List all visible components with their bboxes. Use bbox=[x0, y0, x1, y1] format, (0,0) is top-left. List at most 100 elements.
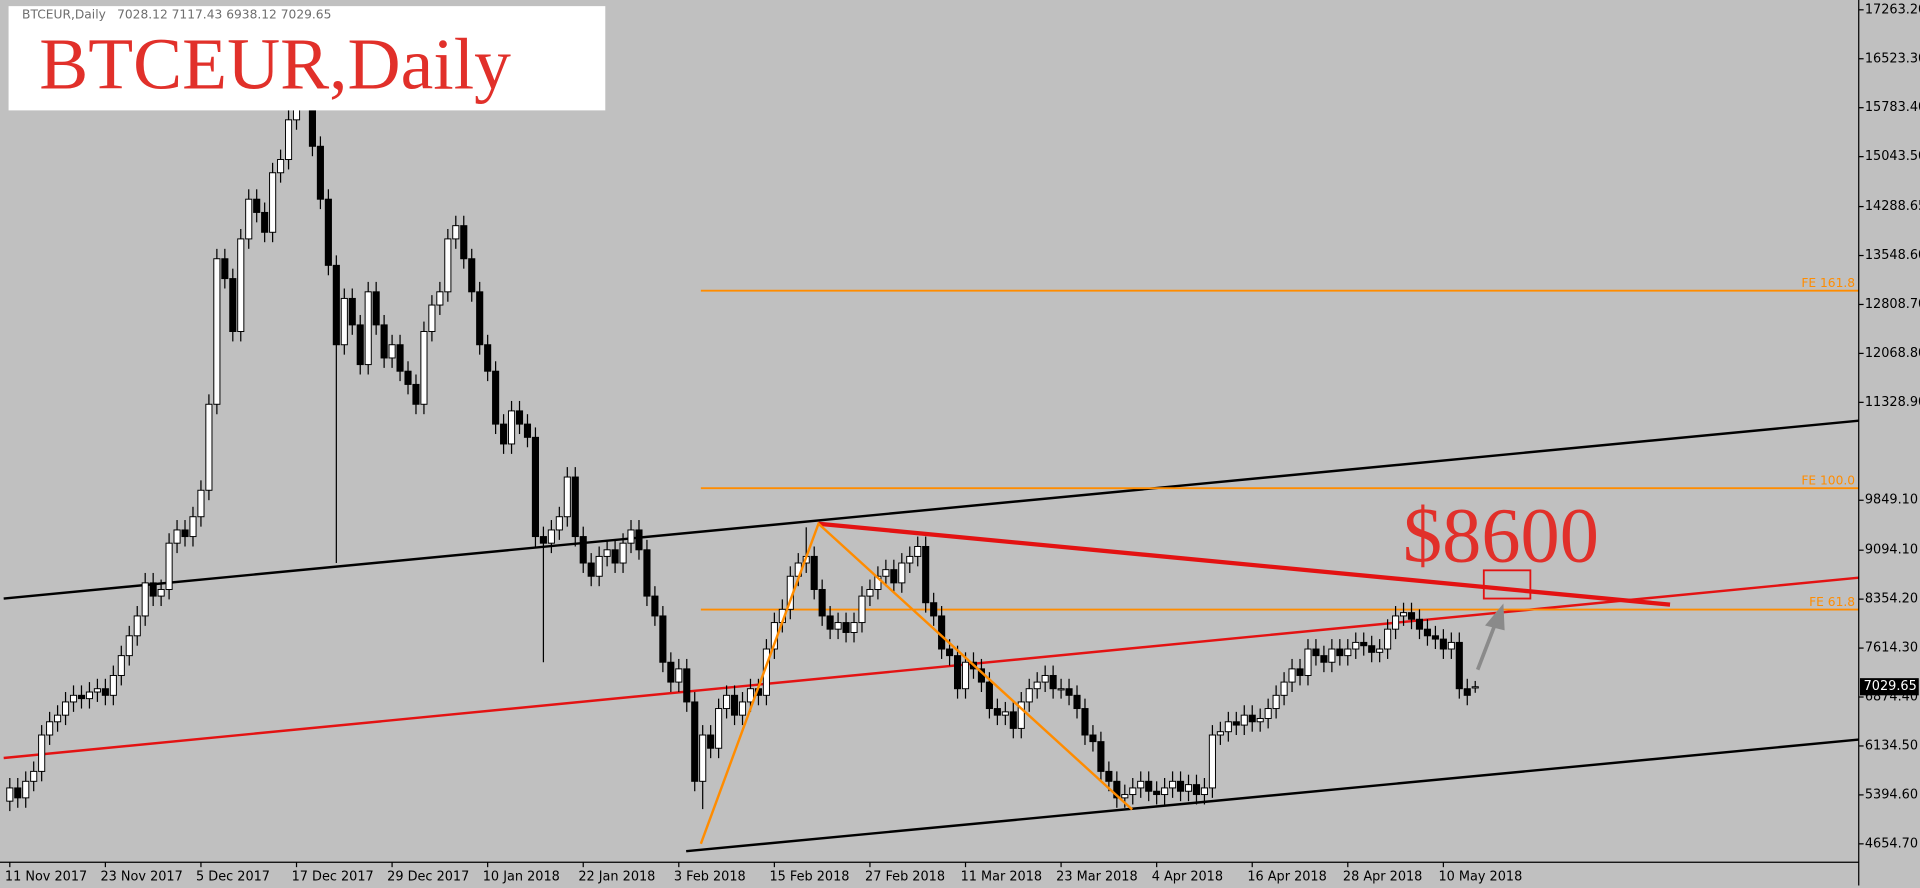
candle-body bbox=[1200, 787, 1208, 796]
candle-body bbox=[364, 291, 372, 366]
target-label: $8600 bbox=[1403, 492, 1599, 579]
candle-body bbox=[1336, 648, 1344, 657]
candle-body bbox=[1455, 641, 1463, 690]
candle-body bbox=[1121, 794, 1129, 799]
candle-body bbox=[1192, 784, 1201, 796]
candle-body bbox=[157, 588, 165, 597]
header-low: 6938.12 bbox=[226, 7, 277, 21]
candle-body bbox=[587, 562, 595, 577]
y-tick-label: 12068.80 bbox=[1865, 346, 1920, 361]
price-tag bbox=[1859, 678, 1919, 696]
candle-body bbox=[141, 582, 149, 617]
y-tick-label: 9094.10 bbox=[1865, 543, 1918, 558]
candle-body bbox=[1376, 648, 1384, 653]
candle-body bbox=[269, 172, 277, 233]
x-tick-label: 27 Feb 2018 bbox=[865, 870, 945, 885]
candle-body bbox=[1216, 731, 1224, 736]
candle-body bbox=[1208, 734, 1216, 789]
y-tick-label: 8354.20 bbox=[1865, 592, 1918, 607]
candle-body bbox=[675, 668, 683, 683]
candle-body bbox=[221, 258, 229, 280]
resistance-line bbox=[818, 521, 1671, 607]
candle-body bbox=[1184, 784, 1193, 792]
candle-body bbox=[1415, 618, 1424, 630]
candle-body bbox=[1081, 708, 1089, 736]
candle-body bbox=[946, 648, 954, 657]
candle-body bbox=[420, 331, 428, 405]
candle-body bbox=[850, 622, 858, 633]
candle-body bbox=[468, 258, 476, 293]
candle-body bbox=[1041, 674, 1049, 683]
candle-body bbox=[515, 410, 524, 425]
arrow-head bbox=[1485, 603, 1505, 631]
header-open: 7028.12 bbox=[117, 7, 168, 21]
candle-body bbox=[834, 622, 842, 630]
candle-body bbox=[1320, 655, 1328, 663]
candle-body bbox=[890, 569, 898, 584]
candle-body bbox=[563, 476, 571, 518]
candle-body bbox=[1344, 648, 1352, 657]
candle-body bbox=[643, 549, 651, 597]
candle-body bbox=[842, 622, 850, 633]
candle-body bbox=[619, 542, 627, 564]
candle-body bbox=[1129, 787, 1137, 796]
candle-body bbox=[683, 668, 691, 703]
candle-body bbox=[356, 324, 364, 366]
candle-body bbox=[396, 344, 404, 372]
candle-body bbox=[1439, 638, 1447, 650]
candle-body bbox=[730, 694, 739, 716]
candle-body bbox=[531, 436, 539, 538]
x-tick-label: 4 Apr 2018 bbox=[1152, 870, 1223, 885]
y-tick-label: 5394.60 bbox=[1865, 787, 1918, 802]
candle-body bbox=[635, 529, 643, 551]
candle-body bbox=[603, 549, 611, 557]
candle-body bbox=[930, 602, 938, 617]
candle-body bbox=[818, 588, 826, 617]
candle-body bbox=[1407, 612, 1416, 620]
candle-body bbox=[627, 529, 635, 544]
candle-body bbox=[77, 694, 86, 700]
candle-body bbox=[1113, 780, 1121, 799]
candle-body bbox=[245, 198, 253, 240]
candle-body bbox=[707, 734, 715, 749]
price-axis bbox=[1858, 0, 1920, 888]
fib-label: FE 61.8 bbox=[1809, 595, 1855, 609]
candle-body bbox=[500, 423, 508, 445]
candle-body bbox=[1256, 717, 1264, 723]
candle-body bbox=[30, 770, 38, 782]
candle-body bbox=[1089, 734, 1097, 743]
y-tick-label: 15783.40 bbox=[1865, 100, 1920, 115]
candle-body bbox=[476, 291, 484, 346]
y-tick-label: 11328.90 bbox=[1865, 395, 1920, 410]
x-tick-label: 5 Dec 2017 bbox=[196, 870, 270, 885]
x-tick-label: 3 Feb 2018 bbox=[674, 870, 746, 885]
y-tick-label: 12808.70 bbox=[1865, 297, 1920, 312]
fib-label: FE 161.8 bbox=[1801, 276, 1855, 290]
candle-body bbox=[284, 119, 293, 161]
candle-body bbox=[109, 674, 117, 696]
candle-body bbox=[1392, 615, 1400, 630]
candle-body bbox=[953, 655, 962, 690]
candle-body bbox=[348, 297, 356, 326]
x-tick-label: 28 Apr 2018 bbox=[1343, 870, 1422, 885]
candle-body bbox=[324, 198, 332, 266]
candle-body bbox=[93, 688, 101, 693]
candle-body bbox=[444, 238, 452, 293]
fib-wave bbox=[699, 521, 1133, 845]
candle-body bbox=[1431, 635, 1439, 640]
candle-body bbox=[1399, 612, 1408, 617]
candle-body bbox=[1296, 668, 1304, 676]
candle-body bbox=[101, 688, 109, 696]
candle-body bbox=[1033, 681, 1041, 690]
plot-area: FE 161.8 FE 100.0 FE 61.8 bbox=[3, 276, 1859, 853]
candle-body bbox=[1272, 694, 1280, 710]
candle-body bbox=[1145, 780, 1153, 792]
candle-body bbox=[125, 635, 133, 657]
candle-body bbox=[277, 159, 285, 174]
candle-body bbox=[914, 545, 922, 557]
candle-body bbox=[1384, 628, 1392, 650]
x-tick-label: 23 Nov 2017 bbox=[100, 870, 182, 885]
candle-body bbox=[579, 536, 587, 564]
candle-body bbox=[213, 258, 221, 405]
candle-body bbox=[1097, 741, 1105, 772]
